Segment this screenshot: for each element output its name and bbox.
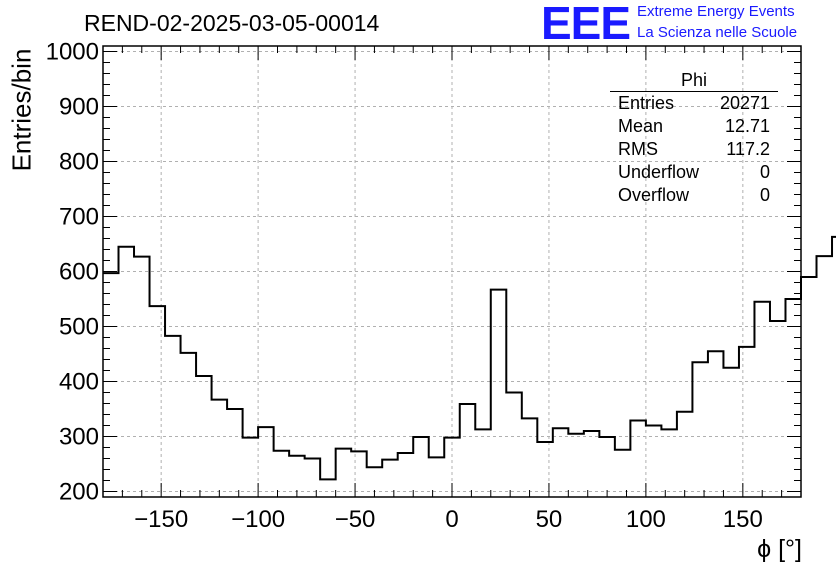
stats-value: 0 (759, 162, 770, 182)
stats-value: 0 (759, 185, 770, 205)
stats-label: RMS (618, 139, 658, 159)
org-name-line2: La Scienza nelle Scuole (637, 24, 798, 41)
y-tick-label: 700 (59, 204, 99, 231)
y-tick-label: 1000 (46, 39, 99, 66)
x-tick-label: 50 (536, 506, 563, 533)
y-tick-label: 900 (59, 94, 99, 121)
x-tick-label: 0 (445, 506, 458, 533)
x-tick-label: 150 (723, 506, 763, 533)
stats-label: Underflow (618, 162, 700, 182)
stats-value: 12.71 (724, 116, 770, 136)
stats-label: Overflow (618, 185, 690, 205)
stats-value: 20271 (719, 93, 770, 113)
stats-row-entries: Entries 20271 (610, 92, 778, 115)
x-tick-label: −50 (335, 506, 376, 533)
eee-logo: EEE (541, 0, 631, 49)
stats-row-rms: RMS 117.2 (610, 138, 778, 161)
x-tick-label: −150 (134, 506, 188, 533)
stats-row-overflow: Overflow 0 (610, 184, 778, 207)
stats-box: Phi Entries 20271 Mean 12.71 RMS 117.2 U… (610, 70, 778, 207)
y-tick-label: 200 (59, 479, 99, 506)
y-tick-label: 800 (59, 149, 99, 176)
x-axis-label: ϕ [°] (757, 535, 802, 563)
plot-frame (102, 45, 802, 498)
y-tick-label: 600 (59, 259, 99, 286)
x-tick-label: 100 (626, 506, 666, 533)
y-tick-label: 400 (59, 369, 99, 396)
stats-row-mean: Mean 12.71 (610, 115, 778, 138)
stats-value: 117.2 (726, 139, 770, 159)
stats-box-title: Phi (610, 70, 778, 92)
histogram-step-line (103, 235, 836, 481)
chart-title: REND-02-2025-03-05-00014 (84, 10, 380, 36)
stats-label: Entries (618, 93, 675, 113)
stats-row-underflow: Underflow 0 (610, 161, 778, 184)
x-tick-label: −100 (231, 506, 285, 533)
stats-label: Mean (618, 116, 664, 136)
org-name-line1: Extreme Energy Events (637, 3, 795, 20)
y-tick-label: 500 (59, 314, 99, 341)
y-tick-label: 300 (59, 424, 99, 451)
